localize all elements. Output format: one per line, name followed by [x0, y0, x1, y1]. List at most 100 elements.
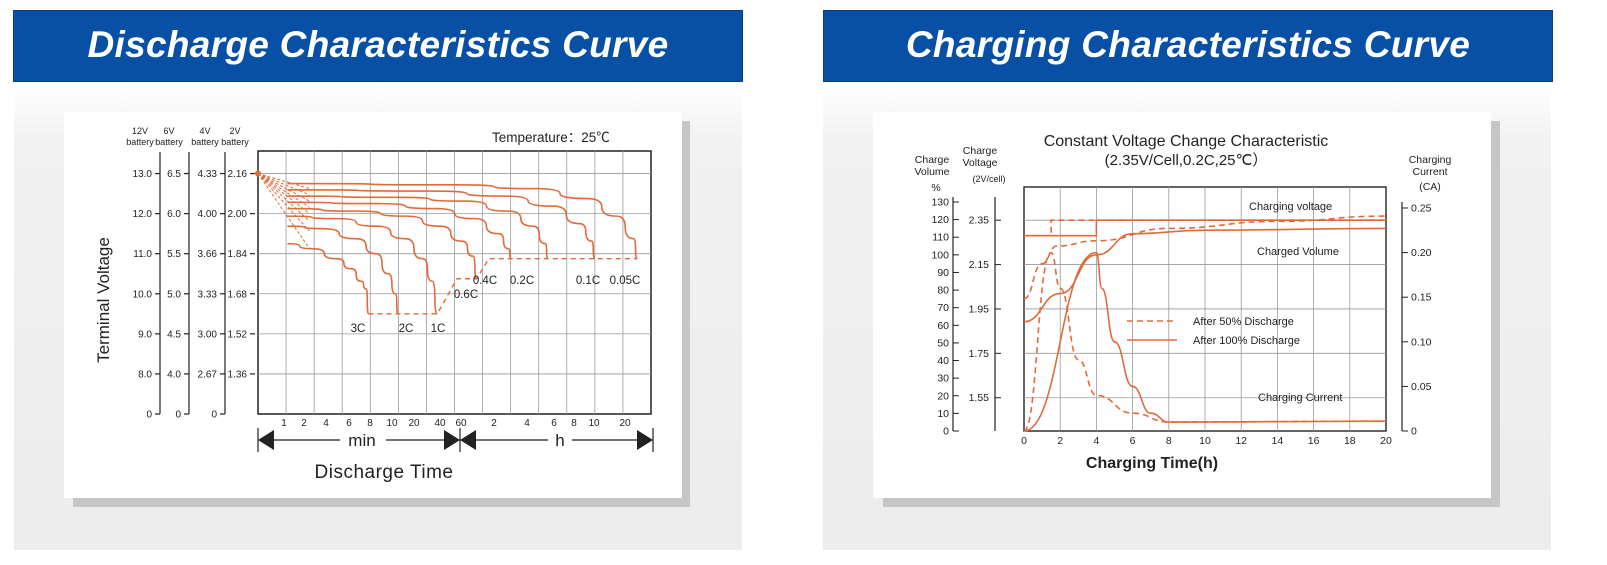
volume-tick-label-9: 40 — [937, 355, 949, 367]
axis-header-2-line2: battery — [191, 137, 219, 147]
discharge-curve-3C — [287, 242, 369, 315]
voltage-tick-label-1-5: 4.0 — [167, 369, 181, 380]
legend-solid-label: After 100% Discharge — [1193, 335, 1300, 347]
charging-series-1 — [1024, 219, 1386, 237]
min-label-bg — [340, 431, 386, 449]
charge-voltage-tick-label-3: 1.75 — [969, 348, 990, 360]
discharge-fan-2C — [257, 173, 310, 232]
voltage-tick-label-2-2: 3.66 — [198, 249, 218, 260]
voltage-tick-label-1-2: 5.5 — [167, 249, 181, 260]
charging-x-tick-6: 12 — [1235, 435, 1247, 447]
charging-series-3 — [1023, 215, 1387, 300]
charging-series-5 — [1023, 251, 1387, 432]
volume-tick-label-3: 100 — [931, 249, 949, 261]
charging-x-tick-5: 10 — [1199, 435, 1211, 447]
voltage-header-line1: Charge — [963, 145, 998, 157]
discharge-x-tick-14: 20 — [619, 418, 631, 429]
curve-label-1C: 1C — [431, 323, 446, 335]
volume-tick-label-1: 120 — [931, 214, 949, 226]
charge-voltage-tick-label-2: 1.95 — [969, 303, 990, 315]
min-label: min — [348, 431, 375, 450]
current-tick-label-1: 0.20 — [1411, 247, 1432, 259]
h-label-bg — [548, 431, 572, 449]
temperature-label: Temperature：25℃ — [492, 130, 610, 145]
discharge-x-tick-1: 2 — [301, 418, 307, 429]
discharge-x-tick-7: 40 — [434, 418, 446, 429]
h-arrow-left-head — [460, 430, 476, 450]
discharge-fan-1C — [257, 173, 310, 222]
discharge-curve-0.1C — [287, 189, 595, 260]
volume-tick-label-4: 90 — [937, 267, 949, 279]
axis-header-3-line1: 2V — [229, 126, 240, 136]
discharge-x-tick-0: 1 — [281, 418, 287, 429]
curve-label-0.05C: 0.05C — [610, 275, 641, 287]
voltage-tick-label-3-5: 1.36 — [228, 369, 248, 380]
charge-voltage-tick-label-1: 2.15 — [969, 259, 990, 271]
current-header-line3: (CA) — [1419, 181, 1441, 193]
volume-tick-label-8: 50 — [937, 337, 949, 349]
discharge-x-tick-2: 4 — [323, 418, 329, 429]
current-tick-label-4: 0.05 — [1411, 381, 1432, 393]
charging-x-tick-2: 4 — [1093, 435, 1099, 447]
current-header-line2: Current — [1412, 166, 1447, 178]
voltage-tick-label-0-1: 12.0 — [133, 209, 153, 220]
discharge-curve-0.2C — [287, 195, 549, 260]
discharge-x-tick-12: 8 — [571, 418, 577, 429]
charging-series-2 — [1023, 227, 1387, 323]
charge-voltage-tick-label-0: 2.35 — [969, 215, 990, 227]
discharge-fan-0.6C — [257, 173, 310, 215]
discharge-curve-0.4C — [287, 201, 512, 260]
charging-chart-card: Constant Voltage Change Characteristic (2… — [873, 112, 1491, 498]
volume-tick-label-11: 20 — [937, 390, 949, 402]
voltage-tick-label-2-0: 4.33 — [198, 169, 218, 180]
charging-xlabel: Charging Time(h) — [1086, 455, 1218, 472]
charging-chart-title: Constant Voltage Change Characteristic — [1044, 133, 1329, 150]
min-arrow-left-head — [258, 430, 274, 450]
charging-chart: Constant Voltage Change Characteristic (2… — [914, 133, 1452, 472]
voltage-tick-label-1-6: 0 — [175, 410, 181, 421]
charging-series-4 — [1023, 251, 1387, 432]
current-tick-label-2: 0.15 — [1411, 292, 1432, 304]
axis-header-1-line1: 6V — [163, 126, 174, 136]
charging-x-tick-3: 6 — [1130, 435, 1136, 447]
min-arrow-right-head — [444, 430, 460, 450]
voltage-tick-label-3-3: 1.68 — [228, 289, 248, 300]
discharge-banner-title: Discharge Characteristics Curve — [13, 10, 743, 82]
current-tick-label-3: 0.10 — [1411, 336, 1432, 348]
discharge-x-tick-5: 10 — [386, 418, 398, 429]
discharge-curve-0.6C — [287, 207, 477, 280]
discharge-fan-0.2C — [257, 173, 310, 202]
volume-tick-label-12: 10 — [937, 408, 949, 420]
discharge-cutoff-line — [368, 258, 638, 315]
curve-label-0.4C: 0.4C — [473, 275, 497, 287]
h-label: h — [555, 431, 564, 450]
discharge-x-tick-10: 4 — [524, 418, 530, 429]
discharge-chart-card: Temperature：25℃ 12V battery 6V battery 4V batt… — [64, 112, 682, 498]
volume-tick-label-6: 70 — [937, 302, 949, 314]
curve-label-3C: 3C — [351, 323, 366, 335]
voltage-tick-label-1-0: 6.5 — [167, 169, 181, 180]
charging-x-tick-4: 8 — [1166, 435, 1172, 447]
discharge-curve-1C — [287, 215, 438, 315]
voltage-header-line2: Voltage — [962, 157, 997, 169]
discharge-fan-3C — [257, 173, 310, 249]
charging-x-tick-7: 14 — [1272, 435, 1284, 447]
voltage-tick-label-1-4: 4.5 — [167, 329, 181, 340]
voltage-header-line3: (2V/cell) — [972, 174, 1005, 184]
charging-x-tick-0: 0 — [1021, 435, 1027, 447]
volume-header-line3: % — [931, 182, 940, 194]
current-tick-label-5: 0 — [1411, 426, 1417, 438]
discharge-x-tick-11: 6 — [551, 418, 557, 429]
voltage-tick-label-3-2: 1.84 — [228, 249, 248, 260]
axis-header-1-line2: battery — [155, 137, 183, 147]
charging-x-tick-1: 2 — [1057, 435, 1063, 447]
axis-header-0-line2: battery — [126, 137, 154, 147]
charging-banner-title: Charging Characteristics Curve — [823, 10, 1553, 82]
discharge-x-tick-9: 2 — [491, 418, 497, 429]
current-header-line1: Charging — [1409, 154, 1452, 166]
discharge-fan-0.4C — [257, 173, 310, 208]
curve-label-0.2C: 0.2C — [510, 275, 534, 287]
volume-header-line1: Charge — [915, 154, 950, 166]
series-label-2: Charging Current — [1258, 392, 1342, 404]
voltage-tick-label-0-2: 11.0 — [133, 249, 152, 260]
